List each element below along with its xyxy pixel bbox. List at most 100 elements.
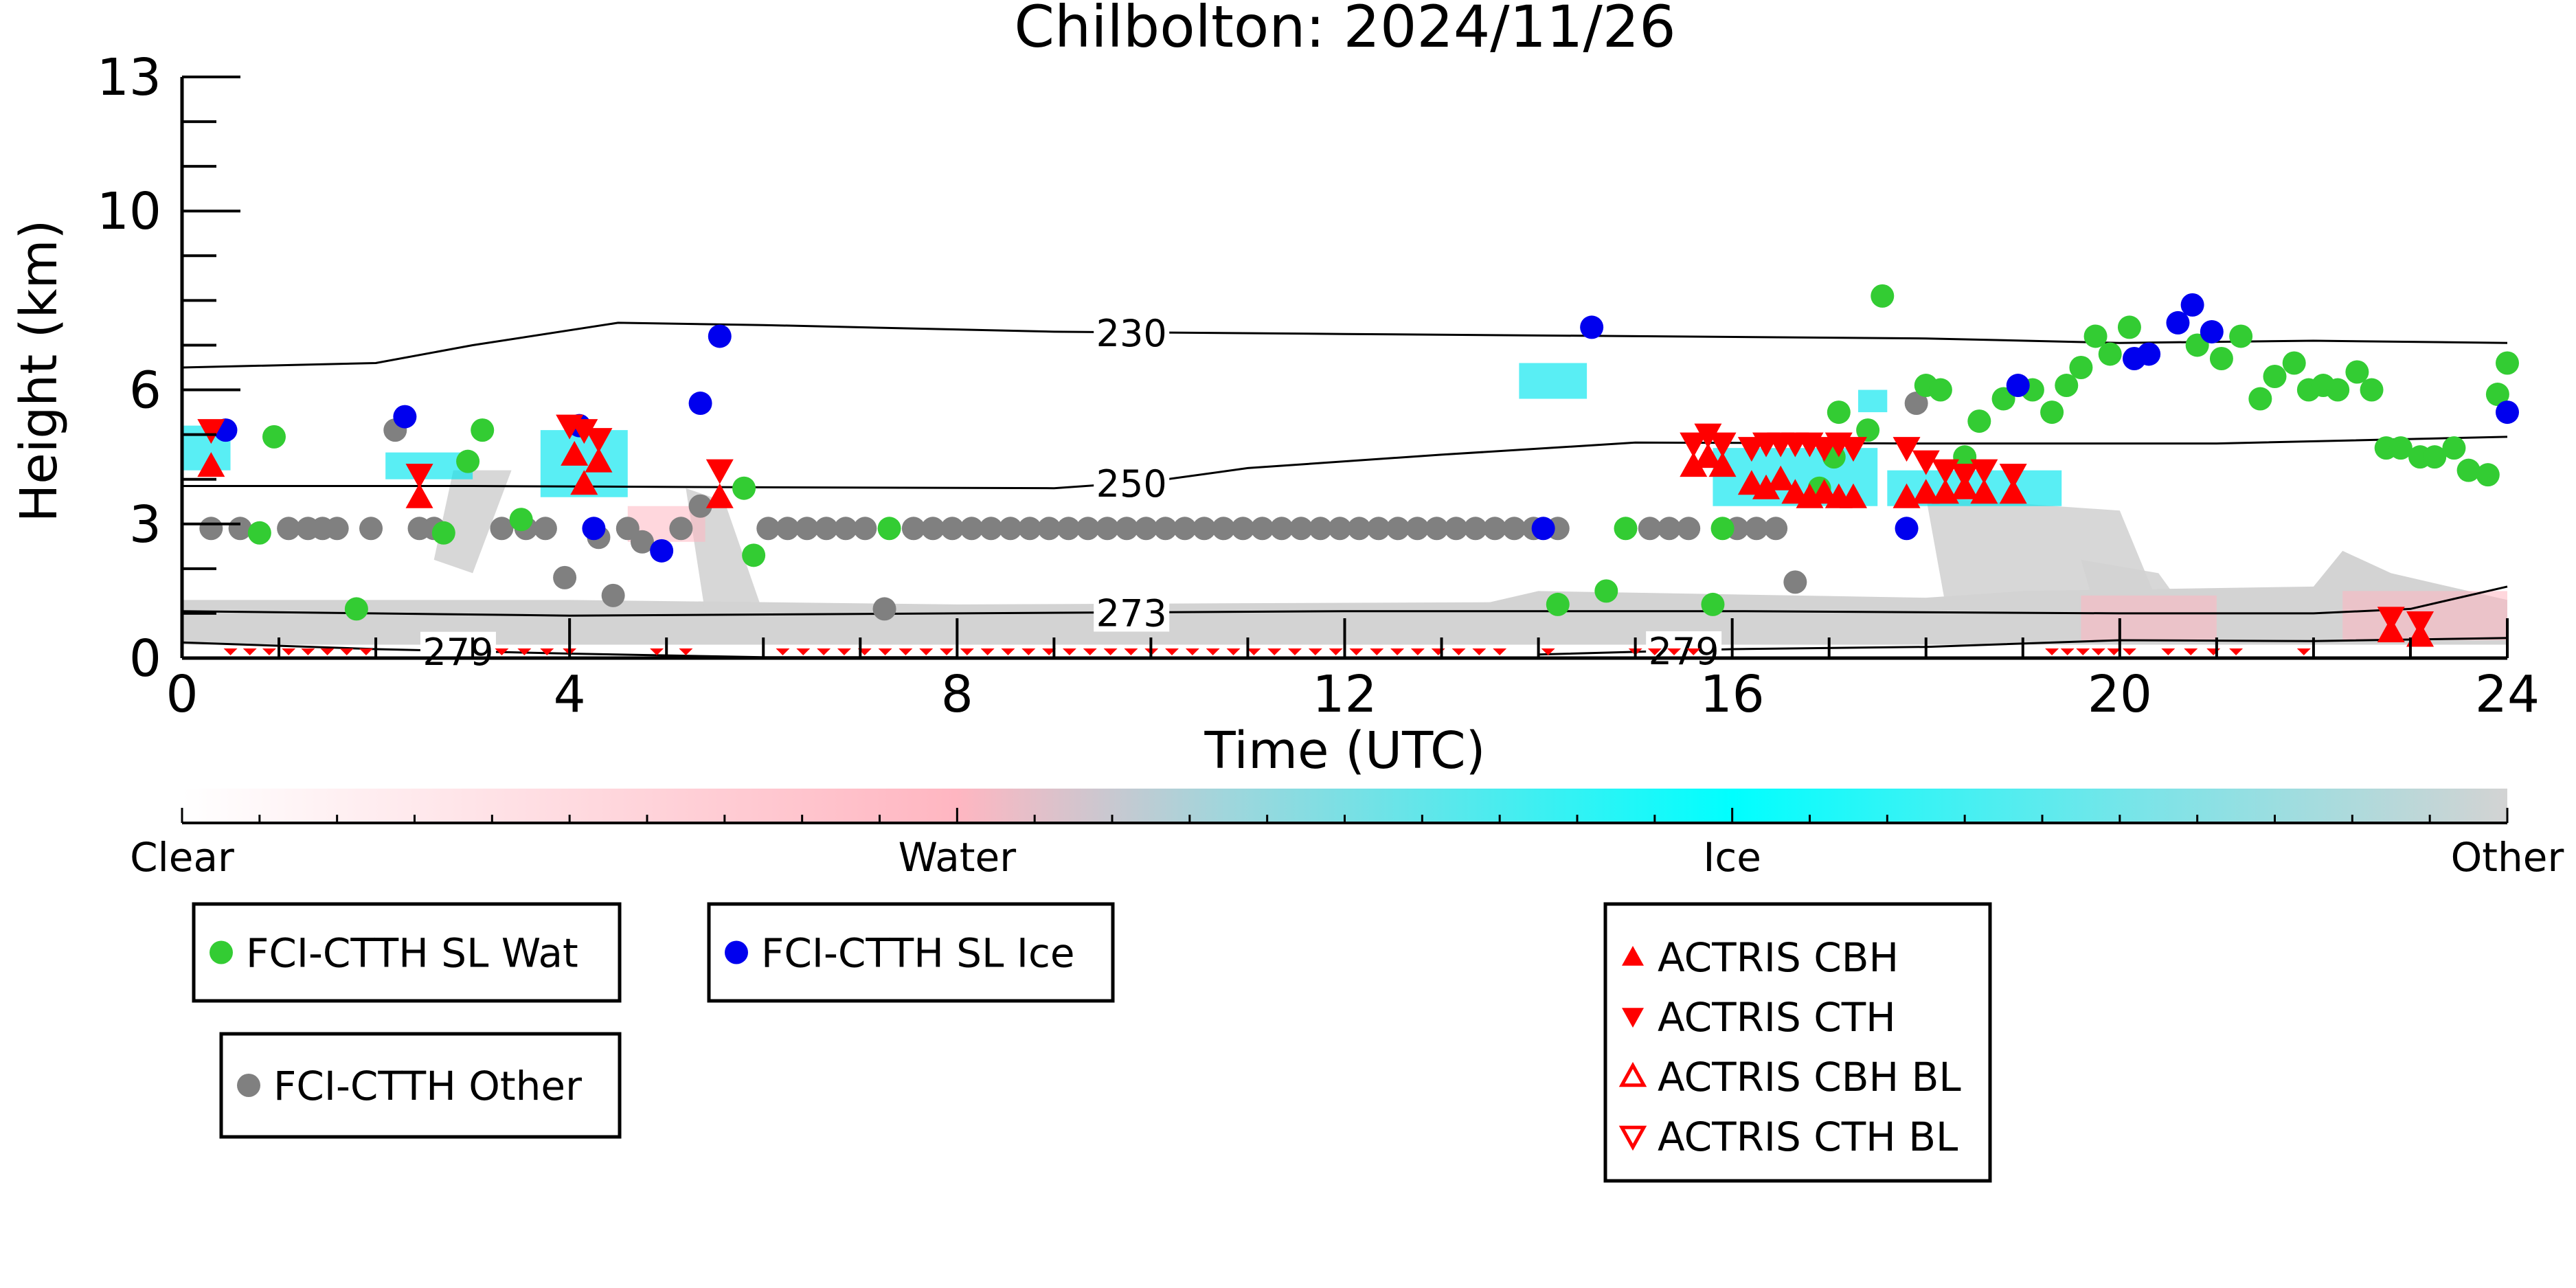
data-point <box>1594 579 1618 603</box>
data-point <box>570 419 598 444</box>
data-point <box>1827 400 1851 425</box>
legend-frame <box>219 1032 622 1139</box>
y-tick-label: 0 <box>129 629 161 688</box>
data-point <box>688 494 712 518</box>
data-point <box>1928 378 1952 402</box>
surface-cbh-marker <box>837 648 851 655</box>
data-point <box>834 517 858 541</box>
legend-marker <box>725 940 748 964</box>
data-point <box>1405 517 1430 541</box>
data-point <box>1386 517 1410 541</box>
legend-frame <box>707 902 1115 1003</box>
contour-line <box>181 321 2508 369</box>
data-point <box>1212 517 1236 541</box>
data-point <box>2263 365 2287 389</box>
data-point <box>247 521 271 545</box>
data-point <box>2040 400 2064 425</box>
data-point <box>2180 293 2204 317</box>
data-point <box>1095 517 1119 541</box>
data-point <box>509 508 533 532</box>
data-point <box>795 517 819 541</box>
surface-cbh-marker <box>517 648 532 655</box>
surface-cbh-marker <box>1226 648 1241 655</box>
data-point <box>1839 483 1867 508</box>
legend-frame <box>192 902 622 1003</box>
data-point <box>1347 517 1371 541</box>
contour-label-bg <box>1094 593 1170 632</box>
data-point <box>2282 351 2306 375</box>
data-point <box>1680 452 1708 477</box>
legend-label: ACTRIS CTH BL <box>1658 1114 1958 1160</box>
surface-cbh-marker <box>1021 648 1036 655</box>
data-point <box>2098 342 2122 366</box>
data-point <box>1951 474 1979 499</box>
surface-cbh-marker <box>2184 648 2198 655</box>
surface-cbh-marker <box>2060 648 2075 655</box>
legend-label: ACTRIS CBH BL <box>1658 1054 1961 1100</box>
data-point <box>2248 387 2272 411</box>
surface-cbh-marker <box>1686 648 1701 655</box>
surface-cbh-marker <box>301 648 315 655</box>
surface-cbh-marker <box>1647 648 1662 655</box>
surface-cbh-marker <box>650 648 664 655</box>
data-point <box>2423 445 2447 469</box>
data-point <box>2200 319 2224 343</box>
contour-label-bg <box>420 631 496 670</box>
x-tick-label: 16 <box>1700 665 1765 724</box>
contour-label: 250 <box>1096 462 1167 506</box>
data-point <box>582 517 606 541</box>
data-point <box>872 597 896 621</box>
data-point <box>197 452 225 477</box>
data-point <box>1708 432 1737 457</box>
surface-cbh-marker <box>1103 648 1118 655</box>
data-point <box>1546 592 1570 616</box>
legend-marker <box>1622 1008 1644 1028</box>
data-point <box>960 517 984 541</box>
surface-cbh-marker <box>1247 648 1261 655</box>
data-point <box>705 459 734 484</box>
surface-cbh-marker <box>899 648 913 655</box>
plot-area: 230 250 273 279 279 <box>181 284 2519 674</box>
low-cloud-band <box>182 550 2507 645</box>
temperature-contours: 230 250 273 279 279 <box>181 312 2508 674</box>
data-point <box>1752 474 1781 499</box>
data-point <box>1580 315 1604 339</box>
legend-label: FCI-CTTH SL Ice <box>761 930 1075 977</box>
surface-cbh-marker <box>1451 648 1466 655</box>
data-point <box>1153 517 1177 541</box>
y-tick-label: 3 <box>129 495 161 554</box>
surface-cbh-marker <box>2091 648 2105 655</box>
data-point <box>1463 517 1487 541</box>
data-point <box>585 428 613 453</box>
data-point <box>197 419 225 444</box>
data-point <box>1710 517 1735 541</box>
data-point <box>277 517 301 541</box>
data-point <box>1531 517 1555 541</box>
contour-label: 230 <box>1096 312 1167 355</box>
data-point <box>553 565 577 589</box>
data-point <box>1192 517 1216 541</box>
water-cloud-patch <box>2081 595 2217 640</box>
data-point <box>732 476 756 500</box>
data-point <box>921 517 945 541</box>
data-point <box>1953 445 1977 469</box>
data-point <box>262 425 286 449</box>
legend-label: ACTRIS CBH <box>1658 934 1899 981</box>
legend-marker <box>1618 1061 1647 1087</box>
data-point <box>1912 479 1940 504</box>
data-point <box>1289 517 1313 541</box>
data-point <box>601 583 625 607</box>
data-point <box>1783 570 1807 594</box>
data-point <box>688 392 712 416</box>
surface-cbh-marker <box>1185 648 1199 655</box>
contour-label: 273 <box>1096 591 1167 635</box>
contour-label: 279 <box>422 631 493 674</box>
x-tick-label: 4 <box>554 665 586 724</box>
surface-cbh-marker <box>1042 648 1057 655</box>
x-tick-label: 0 <box>166 665 198 724</box>
data-point <box>1694 443 1722 468</box>
legend-label: FCI-CTTH SL Wat <box>246 930 578 977</box>
data-point <box>1912 450 1940 475</box>
data-point <box>650 539 674 563</box>
data-point <box>2055 374 2079 398</box>
